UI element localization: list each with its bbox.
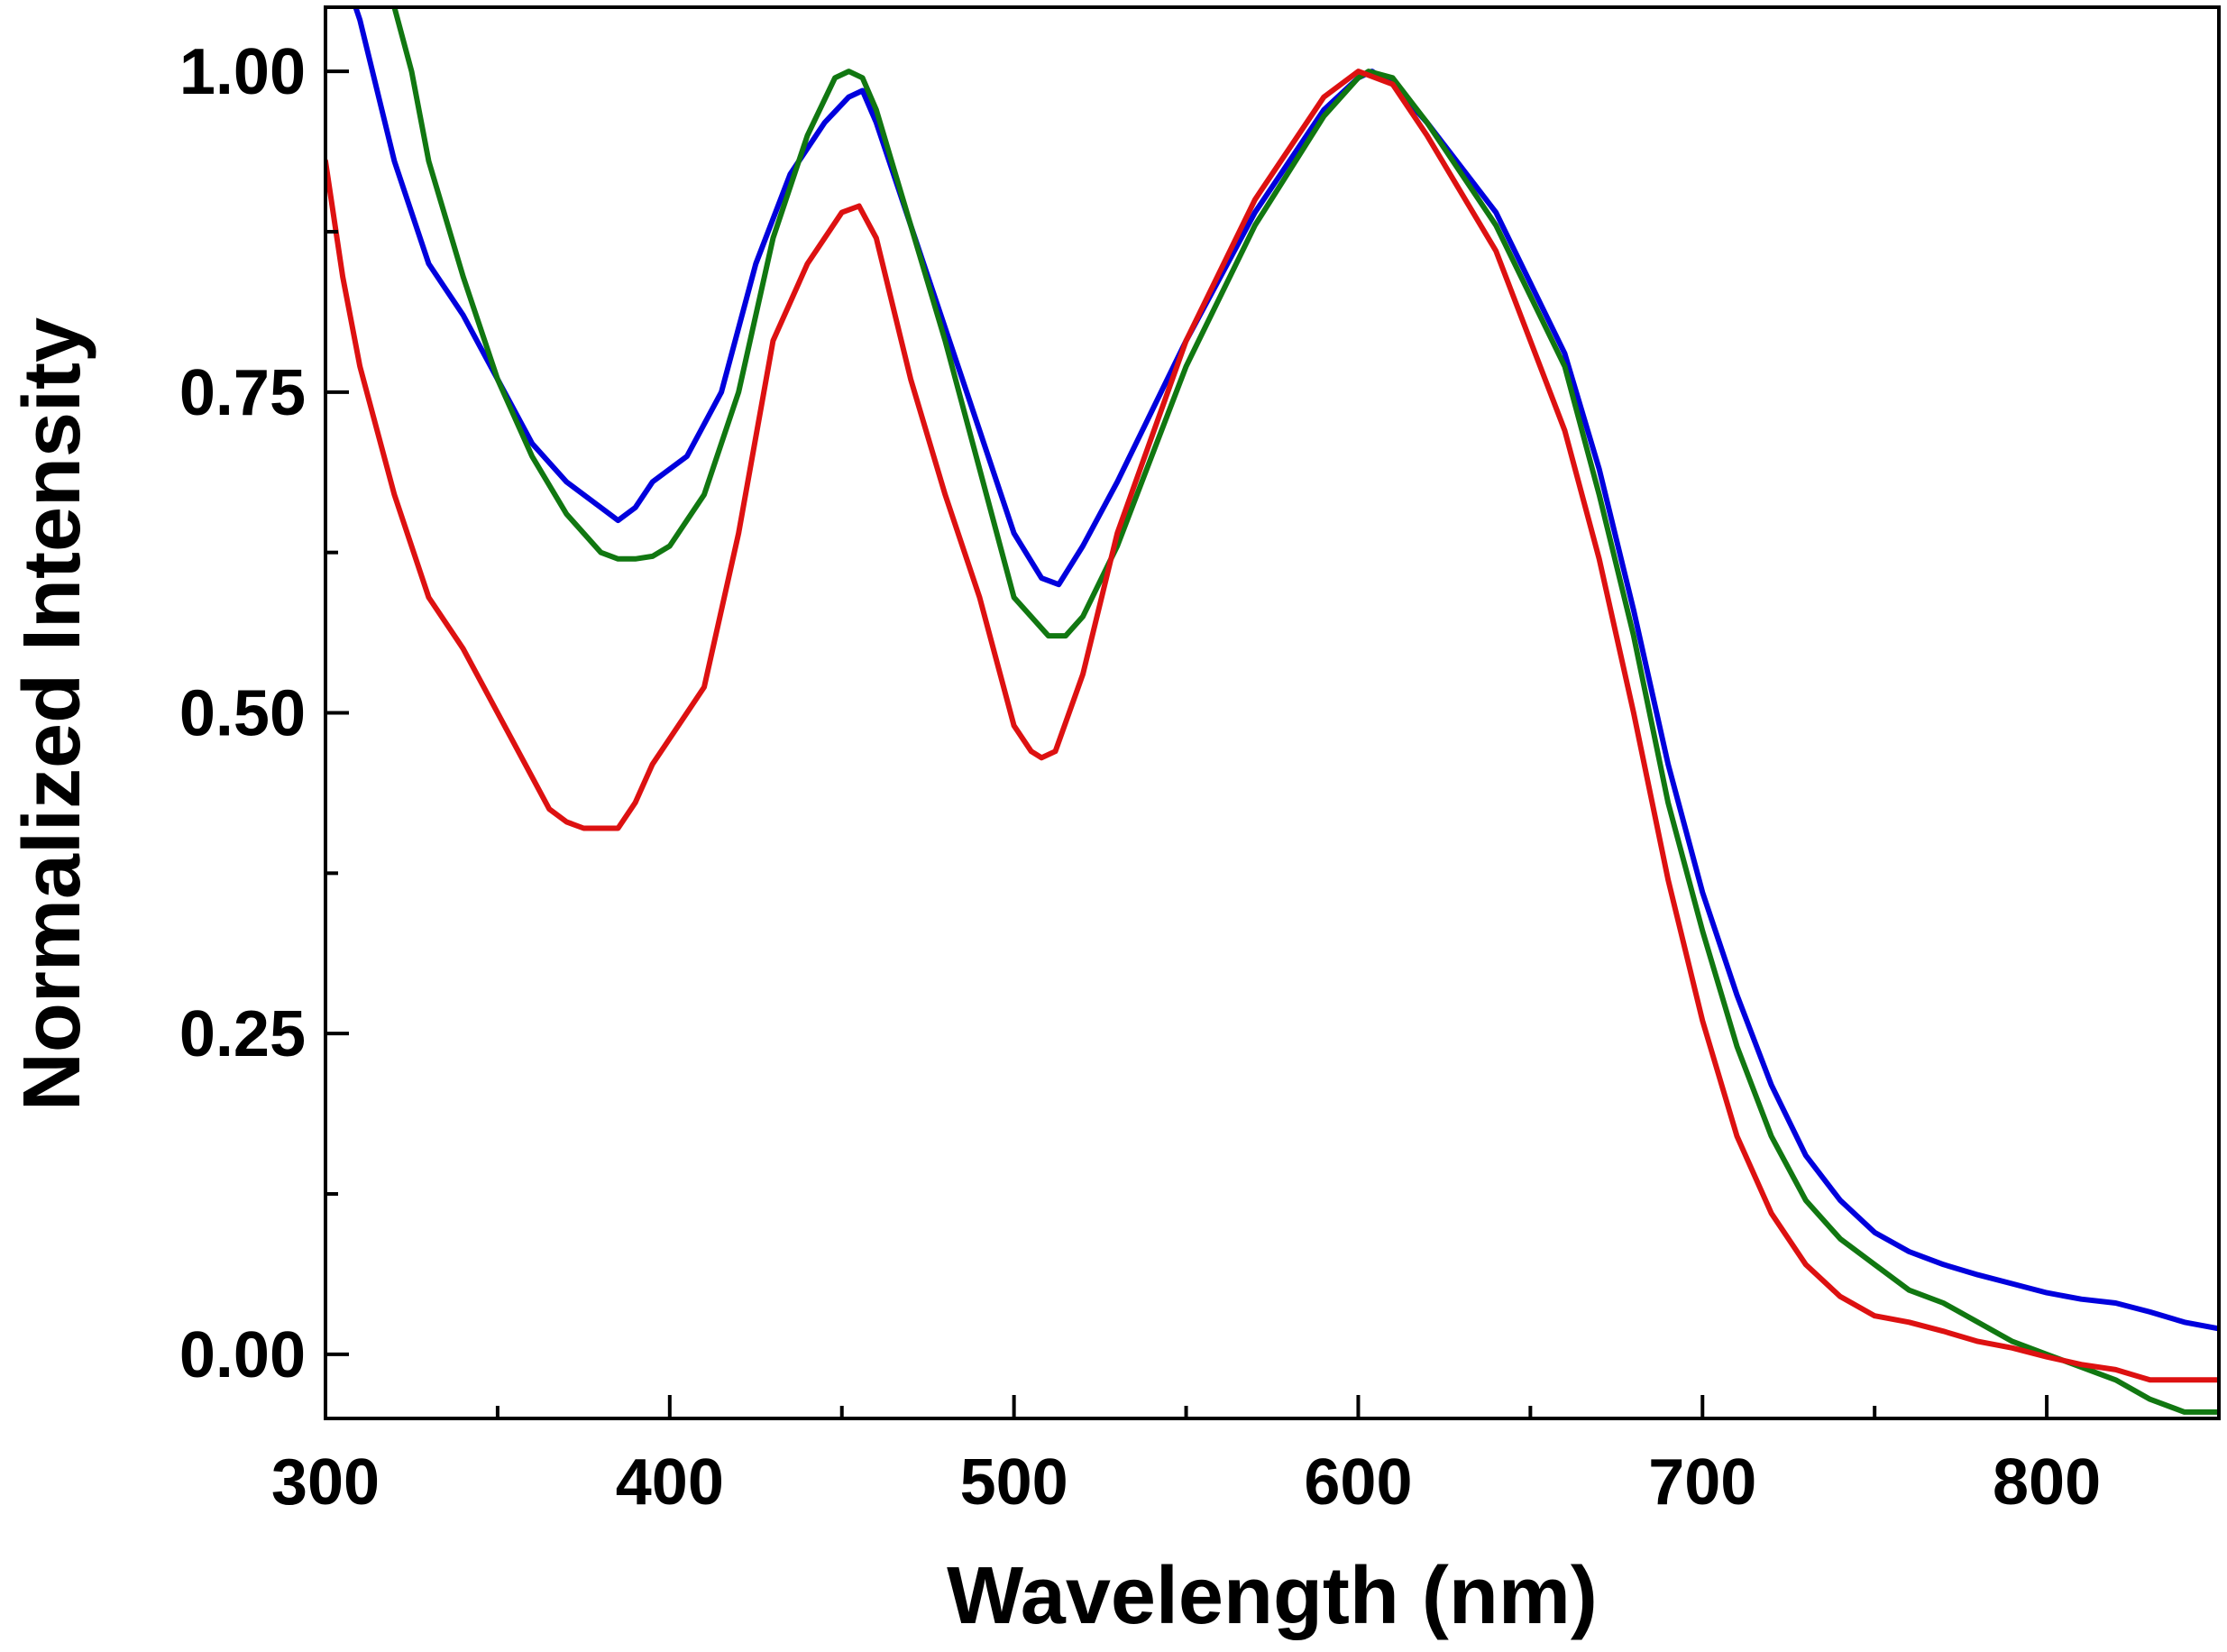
x-tick-label: 700: [1648, 1446, 1756, 1519]
y-tick-label: 1.00: [179, 36, 306, 108]
series-line-2: [391, 7, 2219, 1415]
series-line-1: [353, 7, 2219, 1332]
series-line-3: [325, 69, 2219, 1383]
x-tick-label: 500: [960, 1446, 1068, 1519]
tick-labels-layer: 300 400 500 600 700 800 0.00 0.25 0.50 0.75 1.00: [179, 36, 2101, 1519]
plot-frame: [324, 5, 2221, 1420]
y-axis-title: Normalized Intensity: [7, 317, 97, 1111]
x-axis-title: Wavelength (nm): [947, 1551, 1598, 1641]
x-tick-label: 800: [1993, 1446, 2101, 1519]
series-layer: [325, 7, 2219, 1415]
x-tick-label: 600: [1304, 1446, 1412, 1519]
y-tick-label: 0.00: [179, 1319, 306, 1391]
x-tick-label: 300: [271, 1446, 380, 1519]
y-tick-label: 0.50: [179, 678, 306, 750]
ticks-layer: [324, 69, 2049, 1418]
y-tick-label: 0.25: [179, 998, 306, 1070]
y-tick-label: 0.75: [179, 357, 306, 429]
x-tick-label: 400: [616, 1446, 724, 1519]
